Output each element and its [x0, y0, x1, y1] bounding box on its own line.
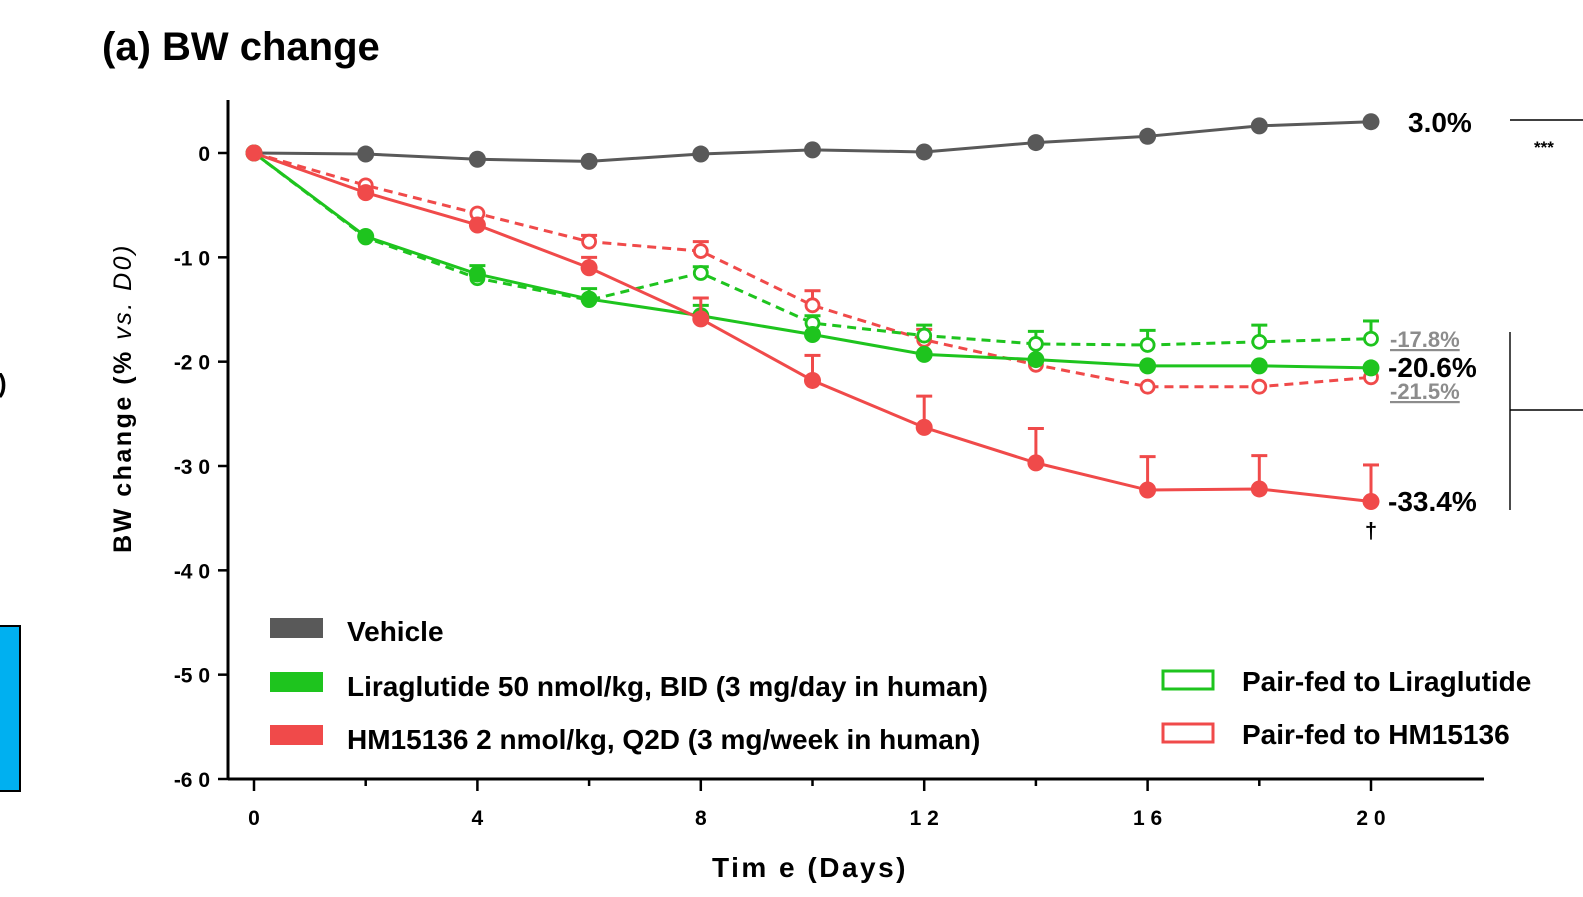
data-point-liraglutide: [804, 326, 821, 344]
data-point-hm15136: [804, 371, 821, 389]
data-point-pairfed_hm: [692, 243, 709, 259]
x-tick-label: 1 2: [910, 807, 939, 830]
y-tick-label: 0: [198, 143, 210, 166]
data-point-pairfed_lira: [916, 327, 933, 344]
legend-label-liraglutide: Liraglutide 50 nmol/kg, BID (3 mg/day in…: [347, 671, 988, 702]
data-point-liraglutide: [915, 345, 933, 363]
data-point-vehicle: [1139, 127, 1157, 145]
legend-swatch-pairfed-hm: [1161, 722, 1215, 744]
end-label-pairfed_lira: -17.8%: [1390, 327, 1460, 352]
data-point-liraglutide: [357, 227, 375, 245]
legend-label-pairfed-hm: Pair-fed to HM15136: [1242, 719, 1510, 750]
legend-swatch-hm15136: [270, 725, 323, 745]
data-point-pairfed_lira: [1251, 333, 1268, 350]
series-line-pairfed_hm: [253, 151, 1372, 389]
data-point-liraglutide: [1250, 357, 1268, 375]
data-point-vehicle: [468, 150, 486, 168]
legend-label-pairfed-lira: Pair-fed to Liraglutide: [1242, 666, 1531, 697]
data-point-vehicle: [804, 141, 821, 159]
series-liraglutide: [245, 144, 1380, 377]
data-point-pairfed_lira: [1363, 330, 1379, 347]
data-point-vehicle: [357, 145, 375, 163]
data-point-liraglutide: [468, 265, 486, 283]
data-point-liraglutide: [1362, 359, 1380, 377]
data-point-vehicle: [692, 145, 710, 163]
data-point-vehicle: [1250, 117, 1268, 135]
legend-swatch-vehicle: [270, 618, 323, 638]
data-point-pairfed_hm: [1139, 378, 1156, 395]
data-point-hm15136: [580, 259, 598, 277]
end-label-hm15136: -33.4%: [1388, 486, 1477, 517]
legend-label-hm15136: HM15136 2 nmol/kg, Q2D (3 mg/week in hum…: [347, 724, 980, 755]
significance-brackets: [1509, 119, 1583, 510]
data-point-hm15136: [1362, 492, 1380, 510]
series-line-pairfed_lira: [253, 151, 1372, 347]
chart-title: (a) BW change: [102, 25, 380, 69]
data-point-hm15136: [915, 418, 933, 436]
legend-swatch-pairfed-lira: [1161, 669, 1215, 691]
x-tick-label: 0: [248, 807, 260, 830]
data-point-vehicle: [915, 143, 933, 161]
data-point-pairfed_lira: [1028, 336, 1044, 352]
significance-stars: ***: [1534, 138, 1554, 157]
series-vehicle: [245, 113, 1380, 170]
data-point-vehicle: [1027, 134, 1045, 152]
y-tick-label: -6 0: [174, 769, 210, 792]
x-tick-label: 8: [695, 807, 707, 830]
series-pairfed_lira: [246, 145, 1379, 353]
end-labels: 3.0% -20.6% -33.4% -17.8% -21.5% †: [1365, 107, 1477, 543]
legend-swatch-liraglutide: [270, 672, 323, 692]
data-point-hm15136: [245, 144, 263, 162]
y-tick-label: -2 0: [174, 352, 210, 375]
data-point-vehicle: [580, 152, 598, 170]
y-tick-label: -3 0: [174, 456, 210, 479]
adjacent-panel-bar: [0, 625, 21, 792]
x-tick-label: 4: [472, 807, 484, 830]
data-point-pairfed_lira: [692, 265, 709, 281]
data-point-pairfed_hm: [1251, 378, 1268, 395]
x-tick-label: 1 6: [1133, 807, 1162, 830]
data-point-hm15136: [692, 310, 710, 328]
series-hm15136: [245, 144, 1380, 510]
y-axis-label: BW change (% vs. D0): [109, 243, 137, 553]
axes: 0 -1 0 -2 0 -3 0 -4 0 -5 0 -6 0 0 4 8 1 2 1 6 2 0: [174, 100, 1484, 830]
data-point-pairfed_lira: [1139, 337, 1156, 353]
y-axis-label-italic: vs. D0): [109, 243, 137, 349]
data-point-hm15136: [468, 216, 486, 234]
x-axis-label: Tim e (Days): [712, 852, 908, 883]
dagger-mark: †: [1365, 518, 1377, 543]
end-label-liraglutide: -20.6%: [1388, 352, 1477, 383]
data-point-hm15136: [1139, 481, 1157, 499]
data-point-liraglutide: [1139, 357, 1157, 375]
end-label-vehicle: 3.0%: [1408, 107, 1472, 138]
y-tick-label: -1 0: [174, 247, 210, 270]
y-tick-label: -5 0: [174, 665, 210, 688]
data-point-liraglutide: [580, 290, 598, 308]
data-point-pairfed_hm: [804, 297, 821, 314]
legend-label-vehicle: Vehicle: [347, 616, 444, 647]
data-point-vehicle: [1362, 113, 1380, 131]
legend: Vehicle Liraglutide 50 nmol/kg, BID (3 m…: [270, 616, 1531, 755]
data-point-hm15136: [1027, 454, 1045, 472]
series-layer: [245, 113, 1380, 510]
x-tick-label: 2 0: [1356, 807, 1385, 830]
data-point-hm15136: [1250, 480, 1268, 498]
y-tick-label: -4 0: [174, 560, 210, 583]
data-point-hm15136: [357, 184, 375, 202]
data-point-pairfed_hm: [581, 233, 597, 250]
adjacent-panel-paren: ): [0, 368, 7, 398]
data-point-liraglutide: [1027, 351, 1045, 369]
end-label-pairfed_hm: -21.5%: [1390, 379, 1460, 404]
